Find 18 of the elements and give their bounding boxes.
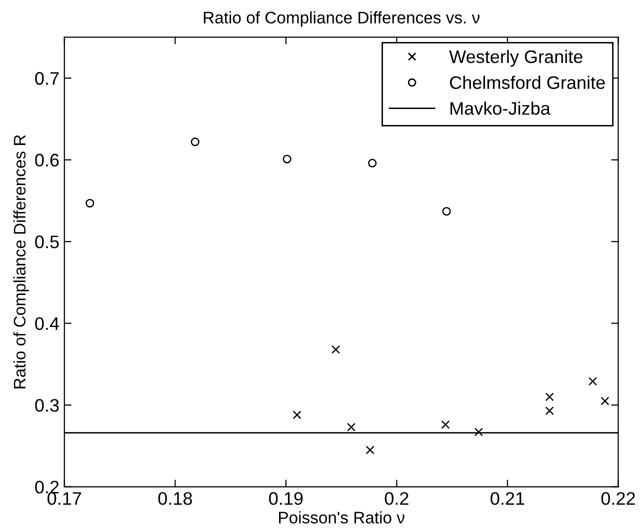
y-tick-label: 0.2 bbox=[35, 480, 59, 494]
y-axis-title: Ratio of Compliance Differences R bbox=[13, 135, 29, 388]
y-tick-label: 0.5 bbox=[35, 236, 59, 248]
y-tick-label: 0.3 bbox=[35, 398, 59, 412]
x-tick-label: 0.17 bbox=[48, 492, 82, 505]
x-tick-label: 0.18 bbox=[158, 492, 192, 505]
x-tick-label: 0.22 bbox=[601, 492, 635, 505]
x-tick-label: 0.2 bbox=[384, 492, 408, 505]
y-tick-label: 0.7 bbox=[35, 72, 59, 85]
chart-title: Ratio of Compliance Differences vs. ν bbox=[204, 11, 480, 27]
legend-label: Chelmsford Granite bbox=[450, 76, 605, 89]
x-tick-label: 0.21 bbox=[490, 492, 524, 505]
legend-label: Mavko-Jizba bbox=[450, 102, 550, 115]
x-axis-title: Poisson's Ratio ν bbox=[279, 511, 404, 524]
legend-label: Westerly Granite bbox=[449, 50, 582, 67]
x-tick-label: 0.19 bbox=[269, 492, 303, 505]
y-tick-label: 0.6 bbox=[35, 154, 59, 167]
y-tick-label: 0.4 bbox=[35, 317, 60, 330]
